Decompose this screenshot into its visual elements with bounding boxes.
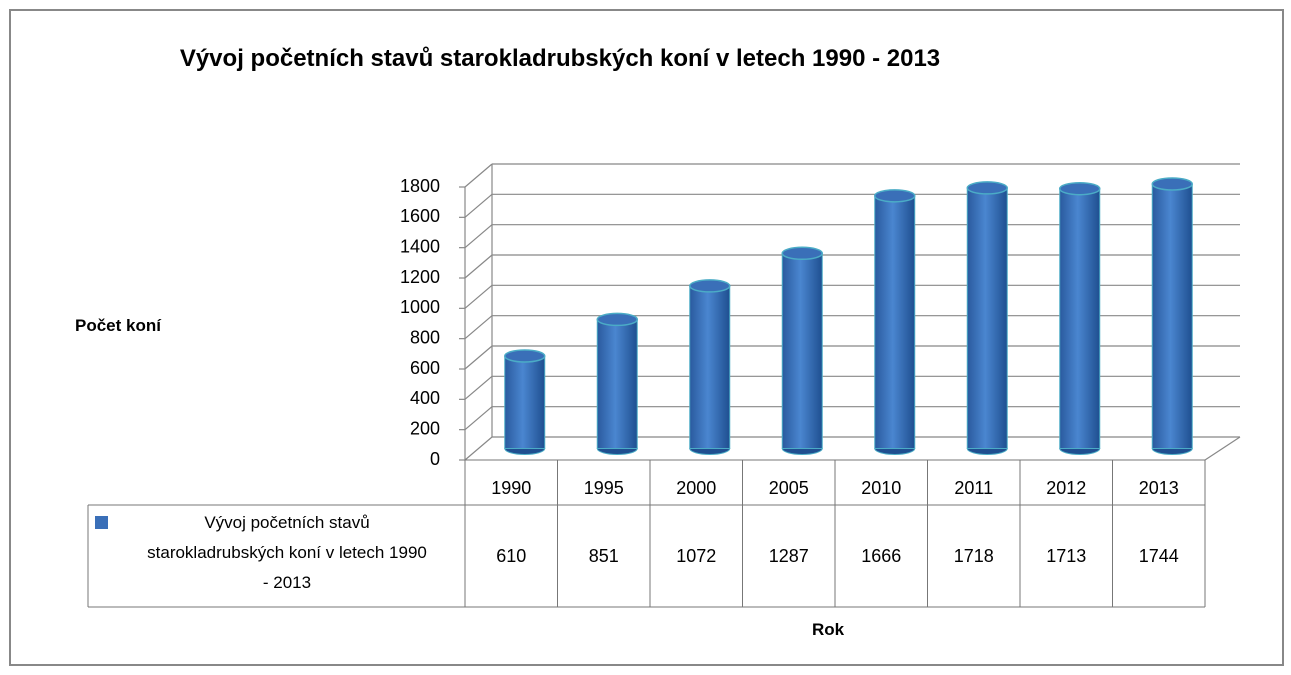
bar-top: [689, 279, 731, 293]
table-value: 1713: [1046, 546, 1086, 566]
table-value: 610: [496, 546, 526, 566]
table-value: 1666: [861, 546, 901, 566]
x-tick-label: 2013: [1139, 478, 1179, 498]
y-tick-label: 1600: [400, 206, 440, 226]
y-tick-label: 1800: [400, 176, 440, 196]
grid-line-side: [464, 436, 493, 461]
grid-line-side: [464, 345, 493, 370]
bar: [596, 318, 638, 449]
table-value: 1718: [954, 546, 994, 566]
y-tick-label: 1000: [400, 297, 440, 317]
bar-top: [1059, 181, 1101, 196]
table-value: 1072: [676, 546, 716, 566]
legend-key: [95, 516, 108, 529]
bar-top: [1151, 177, 1193, 191]
x-tick-label: 2010: [861, 478, 901, 498]
x-tick-label: 2000: [676, 478, 716, 498]
table-value: 851: [589, 546, 619, 566]
legend-label: Vývoj početních stavů starokladrubských …: [147, 513, 427, 592]
grid-line-side: [464, 315, 493, 340]
x-tick-label: 2005: [769, 478, 809, 498]
grid-line-side: [464, 224, 493, 249]
x-tick-label: 2012: [1046, 478, 1086, 498]
y-tick-label: 1400: [400, 236, 440, 256]
frame: [9, 9, 1284, 666]
x-tick-label: 1990: [491, 478, 531, 498]
grid-line-side: [464, 284, 493, 309]
y-tick-label: 200: [410, 418, 440, 438]
y-tick-label: 800: [410, 327, 440, 347]
grid-line-side: [464, 406, 493, 431]
grid-line-side: [464, 375, 493, 400]
table-value: 1287: [769, 546, 809, 566]
bar: [874, 195, 916, 449]
y-tick-label: 0: [430, 449, 440, 469]
y-axis-label: Počet koní: [75, 316, 161, 335]
bar-top: [781, 246, 823, 261]
y-tick-label: 400: [410, 388, 440, 408]
x-tick-label: 1995: [584, 478, 624, 498]
bar: [781, 252, 823, 449]
bar-top: [596, 312, 638, 327]
chart-title: Vývoj početních stavů starokladrubských …: [179, 45, 941, 72]
bar-top: [874, 189, 916, 203]
bar: [689, 285, 731, 449]
bar: [1059, 188, 1101, 449]
x-axis-label: Rok: [812, 620, 845, 639]
bar: [504, 355, 546, 450]
grid-line-side: [464, 254, 493, 279]
x-tick-label: 2011: [954, 478, 993, 498]
y-tick-label: 600: [410, 358, 440, 378]
bar: [1151, 183, 1193, 449]
floor-edge: [1204, 436, 1241, 461]
y-tick-label: 1200: [400, 267, 440, 287]
grid-line-side: [464, 163, 493, 188]
bar-top: [504, 349, 546, 363]
table-value: 1744: [1139, 546, 1179, 566]
bar-top: [966, 181, 1008, 195]
grid-line-side: [464, 193, 493, 218]
bar: [966, 187, 1008, 449]
